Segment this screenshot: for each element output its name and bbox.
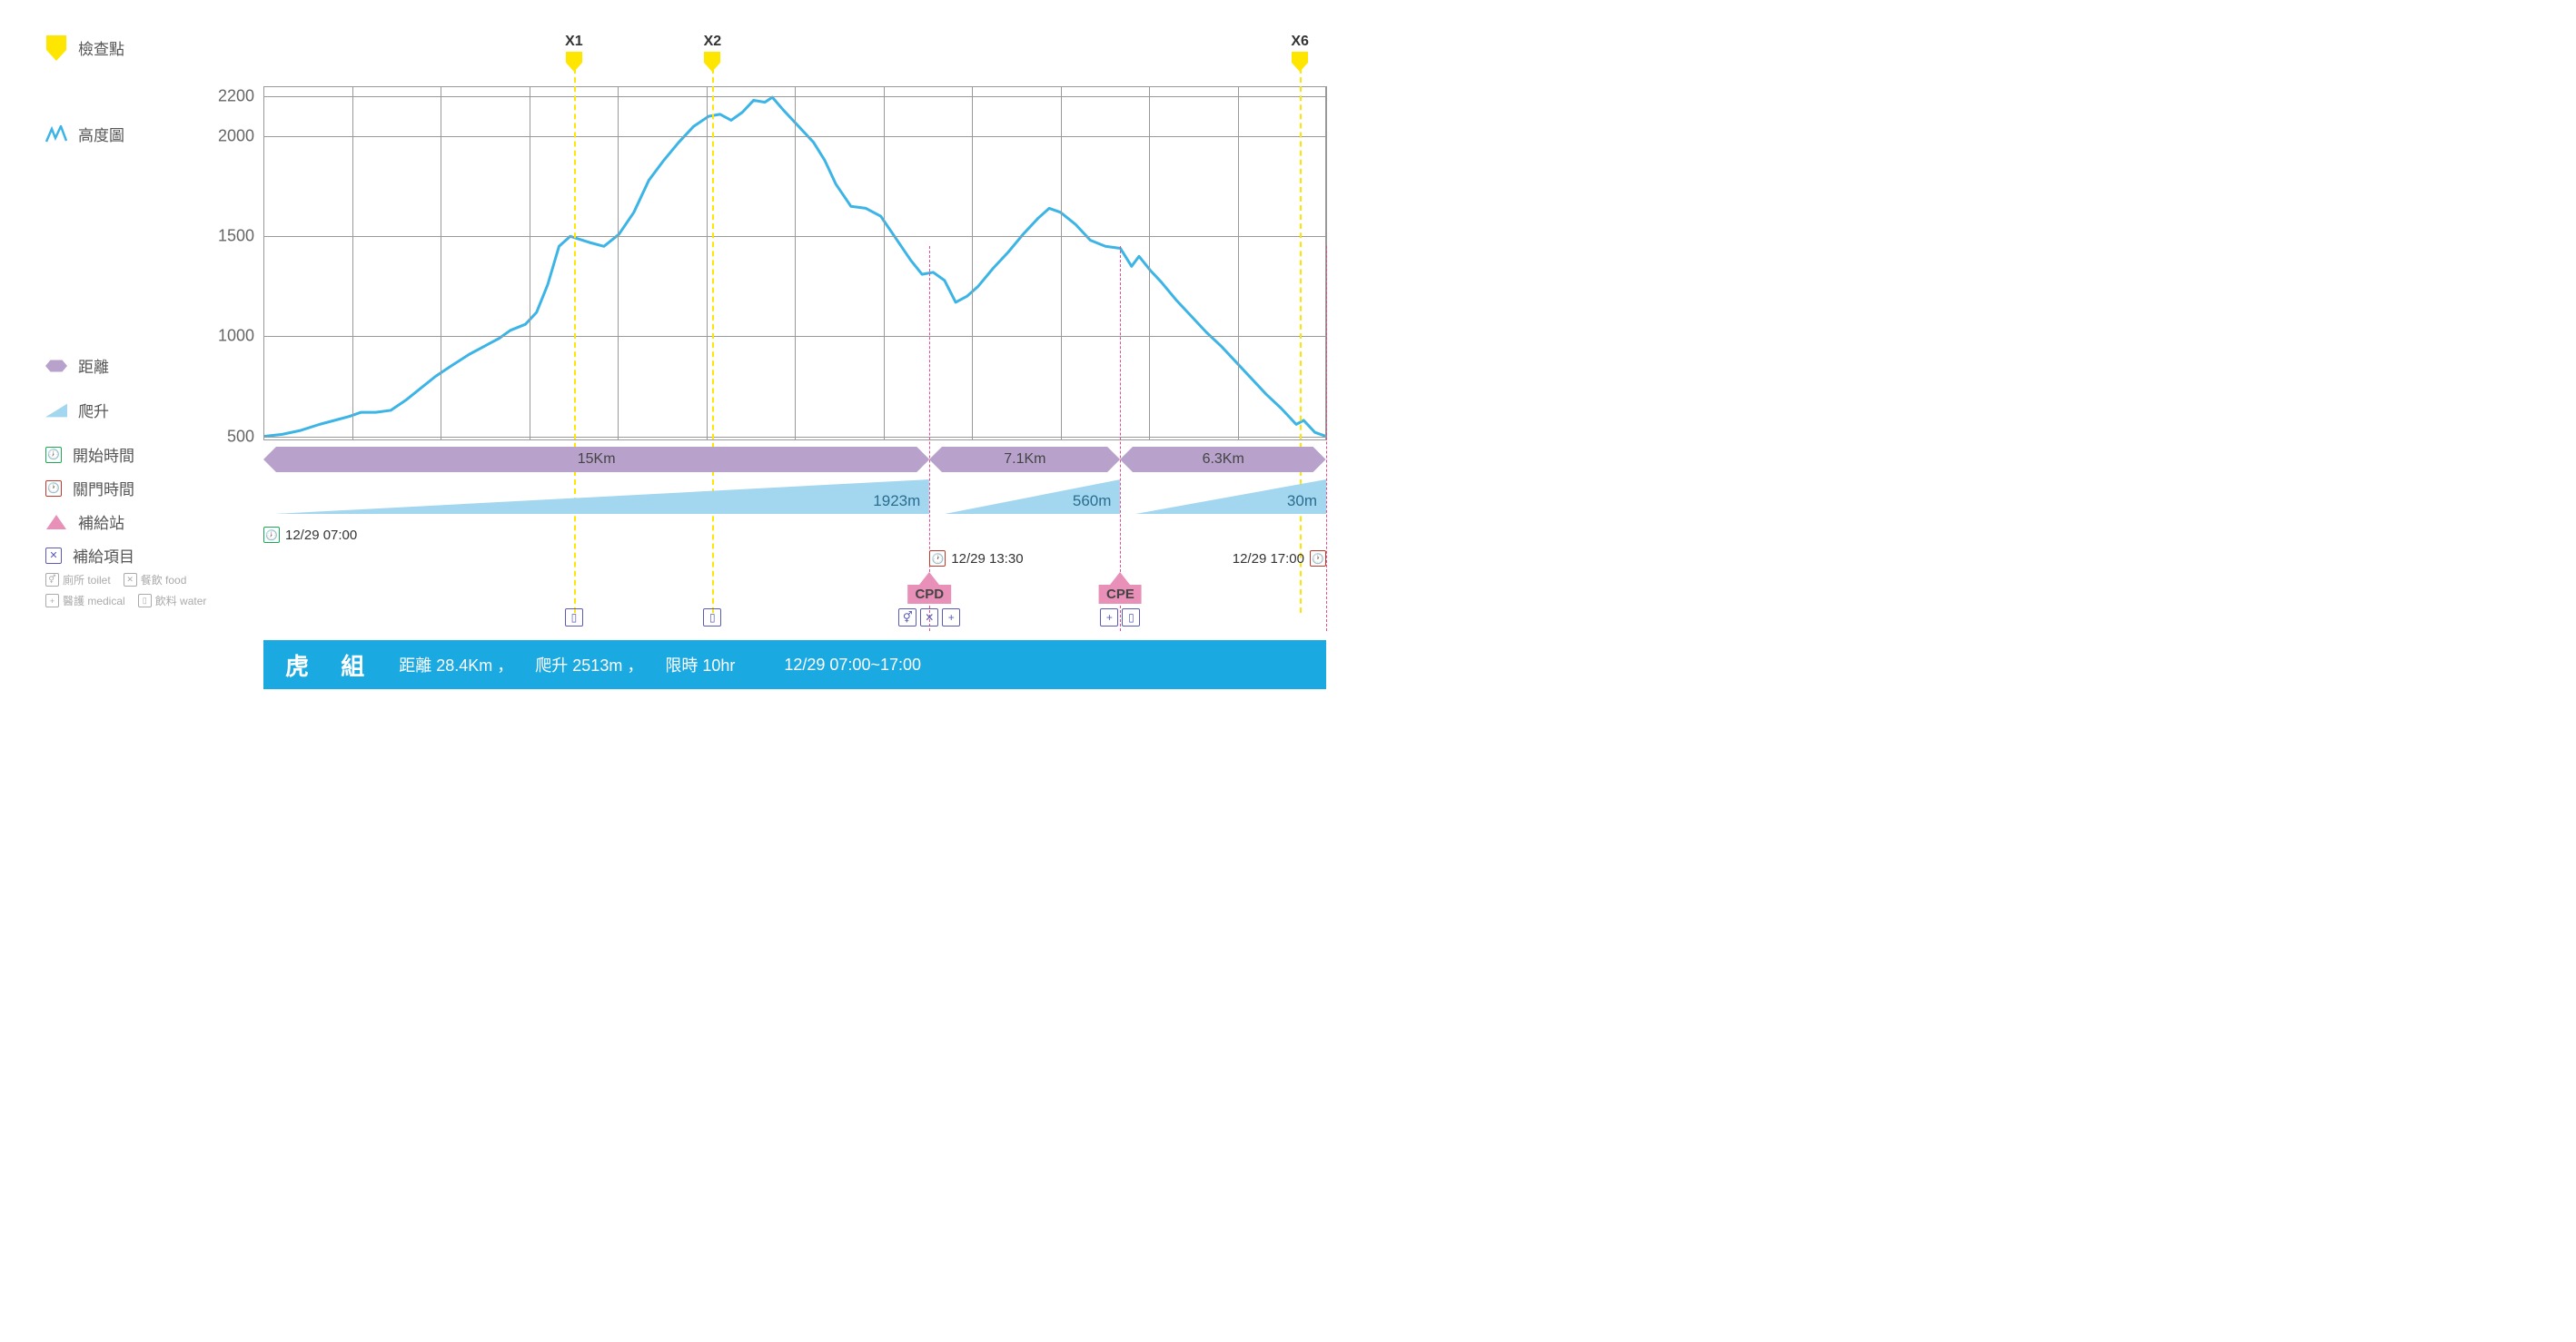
legend-sublist: ⚥廁所 toilet ✕餐飲 food +醫護 medical ▯飲料 wate…: [45, 572, 236, 608]
legend-distance-label: 距離: [78, 354, 109, 377]
summary-distance: 距離 28.4Km ，: [399, 653, 513, 676]
segment-divider: [1326, 246, 1327, 631]
distance-diamond-icon: [45, 355, 67, 377]
legend-sub-water: ▯飲料 water: [138, 593, 207, 608]
summary-climb: 爬升 2513m ，: [535, 653, 643, 676]
distance-segment: 7.1Km: [929, 447, 1120, 472]
food-icon: ✕: [920, 608, 938, 627]
legend-elevation: 高度圖: [45, 123, 236, 145]
clock-red-icon: 🕐: [45, 480, 62, 497]
y-axis-tick: 2000: [218, 127, 254, 146]
water-icon: ▯: [1122, 608, 1140, 627]
checkpoint-pin-icon: [704, 52, 720, 76]
legend-climb: 爬升: [45, 399, 236, 421]
toilet-icon: ⚥: [898, 608, 916, 627]
aid-triangle-icon: [45, 511, 67, 533]
legend-start-time: 🕖 開始時間: [45, 443, 236, 466]
legend-sub-food: ✕餐飲 food: [124, 572, 187, 587]
legend-distance: 距離: [45, 354, 236, 377]
y-axis-tick: 500: [227, 427, 254, 446]
medical-icon: +: [942, 608, 960, 627]
checkpoint-label: X2: [704, 34, 722, 50]
start-time: 🕖12/29 07:00: [263, 527, 357, 543]
legend-checkpoint: 檢查點: [45, 36, 236, 59]
water-icon: ▯: [565, 608, 583, 627]
climb-segment: 560m: [945, 479, 1121, 514]
legend-start-label: 開始時間: [73, 443, 134, 466]
close-time: 12/29 17:00🕐: [1233, 550, 1326, 567]
elevation-chart-plot: 5001000150020002200X1X2X6: [263, 86, 1326, 440]
legend-climb-label: 爬升: [78, 399, 109, 421]
summary-time-range: 12/29 07:00~17:00: [784, 656, 921, 675]
climb-segment: 1923m: [274, 479, 929, 514]
legend-sub-toilet: ⚥廁所 toilet: [45, 572, 111, 587]
supply-icons: ⚥✕+: [898, 608, 960, 627]
elevation-zigzag-icon: [45, 123, 67, 145]
supply-icons: ▯: [703, 608, 721, 627]
legend-supply-label: 補給項目: [73, 544, 134, 567]
water-icon: ▯: [703, 608, 721, 627]
checkpoint-pin-icon: [1292, 52, 1308, 76]
aid-station-badge: CPD: [907, 585, 951, 604]
supply-icons: +▯: [1100, 608, 1140, 627]
distance-segment: 6.3Km: [1120, 447, 1326, 472]
legend-checkpoint-label: 檢查點: [78, 36, 124, 59]
legend-supply: ✕ 補給項目: [45, 544, 236, 567]
legend-aid-label: 補給站: [78, 510, 124, 533]
climb-segment: 30m: [1135, 479, 1326, 514]
summary-group: 虎 組: [285, 648, 377, 682]
close-time: 🕐12/29 13:30: [929, 550, 1023, 567]
distance-segment: 15Km: [263, 447, 929, 472]
y-axis-tick: 2200: [218, 87, 254, 106]
y-axis-tick: 1500: [218, 227, 254, 246]
elevation-profile-chart: 檢查點 高度圖 距離 爬升 🕖 開始時間 🕐 關門時間: [18, 18, 1362, 690]
legend-close-time: 🕐 關門時間: [45, 477, 236, 499]
climb-triangle-icon: [45, 400, 67, 421]
checkpoint-line: [712, 68, 714, 613]
medical-icon: +: [1100, 608, 1118, 627]
legend-column: 檢查點 高度圖 距離 爬升 🕖 開始時間 🕐 關門時間: [45, 36, 236, 608]
y-axis-tick: 1000: [218, 327, 254, 346]
aid-station-badge: CPE: [1099, 585, 1142, 604]
supply-cross-icon: ✕: [45, 548, 62, 564]
checkpoint-line: [1300, 68, 1302, 613]
checkpoint-label: X1: [565, 34, 583, 50]
checkpoint-line: [574, 68, 576, 613]
clock-green-icon: 🕖: [45, 447, 62, 463]
legend-close-label: 關門時間: [73, 477, 134, 499]
legend-elevation-label: 高度圖: [78, 123, 124, 145]
checkpoint-pin-icon: [45, 37, 67, 59]
legend-aid: 補給站: [45, 510, 236, 533]
summary-bar: 虎 組 距離 28.4Km ， 爬升 2513m ， 限時 10hr 12/29…: [263, 640, 1326, 689]
checkpoint-pin-icon: [566, 52, 582, 76]
checkpoint-label: X6: [1291, 34, 1309, 50]
summary-limit: 限時 10hr: [665, 653, 735, 676]
legend-sub-medical: +醫護 medical: [45, 593, 125, 608]
supply-icons: ▯: [565, 608, 583, 627]
